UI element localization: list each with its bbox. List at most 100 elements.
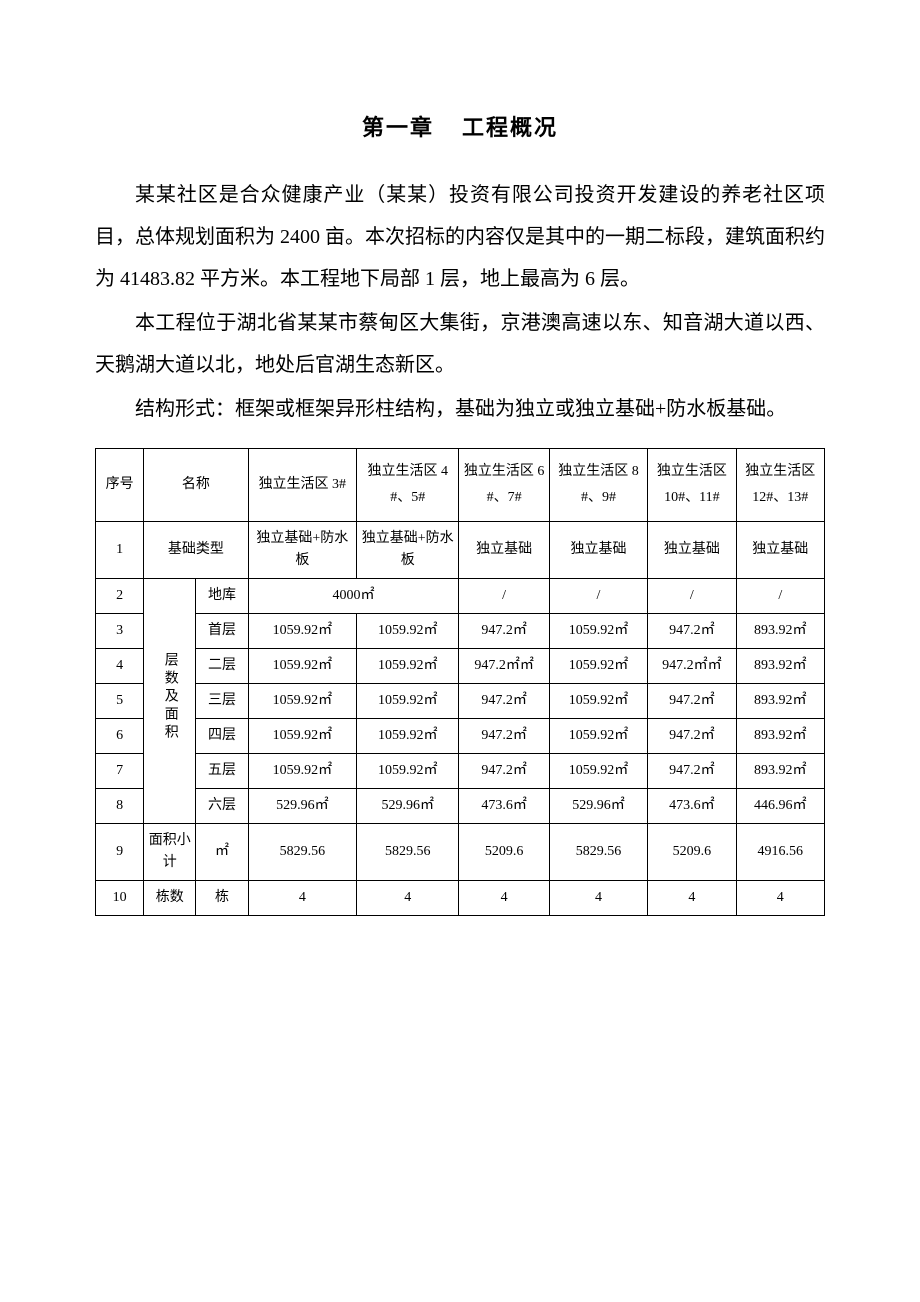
- cell: 1059.92㎡: [549, 684, 647, 719]
- th-z12: 独立生活区 12#、13#: [736, 449, 824, 522]
- th-name: 名称: [144, 449, 248, 522]
- cell-seq: 2: [96, 579, 144, 614]
- cell: 893.92㎡: [736, 614, 824, 649]
- th-z8: 独立生活区 8#、9#: [549, 449, 647, 522]
- cell-unit: 栋: [196, 881, 248, 916]
- cell: 893.92㎡: [736, 684, 824, 719]
- cell: 4: [459, 881, 549, 916]
- cell: 4000㎡: [248, 579, 459, 614]
- table-row: 10 栋数 栋 4 4 4 4 4 4: [96, 881, 825, 916]
- cell: 529.96㎡: [549, 789, 647, 824]
- cell: 5829.56: [357, 824, 459, 881]
- cell: 529.96㎡: [248, 789, 356, 824]
- cell-sub: 五层: [196, 754, 248, 789]
- cell: 947.2㎡: [459, 684, 549, 719]
- cell: /: [549, 579, 647, 614]
- paragraph-3: 结构形式：框架或框架异形柱结构，基础为独立或独立基础+防水板基础。: [95, 388, 825, 430]
- th-z4: 独立生活区 4#、5#: [357, 449, 459, 522]
- cell: 947.2㎡: [459, 719, 549, 754]
- th-seq: 序号: [96, 449, 144, 522]
- cell-seq: 5: [96, 684, 144, 719]
- cell-sub: 三层: [196, 684, 248, 719]
- cell: 1059.92㎡: [248, 684, 356, 719]
- cell: 5829.56: [549, 824, 647, 881]
- cell-seq: 6: [96, 719, 144, 754]
- cell: 947.2㎡: [459, 614, 549, 649]
- cell-sub: 首层: [196, 614, 248, 649]
- cell: 947.2㎡: [648, 754, 736, 789]
- cell: 1059.92㎡: [549, 719, 647, 754]
- cell: 1059.92㎡: [357, 649, 459, 684]
- cell: 947.2㎡: [648, 719, 736, 754]
- cell-seq: 9: [96, 824, 144, 881]
- cell-name: 基础类型: [144, 522, 248, 579]
- cell: 1059.92㎡: [549, 614, 647, 649]
- cell: 1059.92㎡: [248, 719, 356, 754]
- cell-seq: 7: [96, 754, 144, 789]
- cell: 4: [736, 881, 824, 916]
- cell: 4: [549, 881, 647, 916]
- cell-sub: 二层: [196, 649, 248, 684]
- cell-area-label: 层数及面积: [144, 579, 196, 824]
- cell: 独立基础: [736, 522, 824, 579]
- cell-seq: 8: [96, 789, 144, 824]
- cell: 5209.6: [648, 824, 736, 881]
- table-row: 8 六层 529.96㎡ 529.96㎡ 473.6㎡ 529.96㎡ 473.…: [96, 789, 825, 824]
- cell: 1059.92㎡: [357, 684, 459, 719]
- cell: 5209.6: [459, 824, 549, 881]
- cell-seq: 4: [96, 649, 144, 684]
- cell: 4: [648, 881, 736, 916]
- cell: 947.2㎡: [648, 614, 736, 649]
- cell: 446.96㎡: [736, 789, 824, 824]
- cell: 893.92㎡: [736, 649, 824, 684]
- cell-sub: 六层: [196, 789, 248, 824]
- cell-seq: 3: [96, 614, 144, 649]
- table-header-row: 序号 名称 独立生活区 3# 独立生活区 4#、5# 独立生活区 6#、7# 独…: [96, 449, 825, 522]
- cell-sub: 四层: [196, 719, 248, 754]
- cell-name: 面积小计: [144, 824, 196, 881]
- cell: 独立基础: [648, 522, 736, 579]
- cell: 947.2㎡㎡: [459, 649, 549, 684]
- cell-name: 栋数: [144, 881, 196, 916]
- table-row: 6 四层 1059.92㎡ 1059.92㎡ 947.2㎡ 1059.92㎡ 9…: [96, 719, 825, 754]
- table-row: 2 层数及面积 地库 4000㎡ / / / /: [96, 579, 825, 614]
- cell: 5829.56: [248, 824, 356, 881]
- cell: 529.96㎡: [357, 789, 459, 824]
- cell: 4: [248, 881, 356, 916]
- chapter-number: 第一章: [362, 115, 434, 140]
- cell-sub: 地库: [196, 579, 248, 614]
- paragraph-2: 本工程位于湖北省某某市蔡甸区大集街，京港澳高速以东、知音湖大道以西、天鹅湖大道以…: [95, 302, 825, 386]
- cell: 1059.92㎡: [549, 649, 647, 684]
- table-row: 4 二层 1059.92㎡ 1059.92㎡ 947.2㎡㎡ 1059.92㎡ …: [96, 649, 825, 684]
- table-row: 3 首层 1059.92㎡ 1059.92㎡ 947.2㎡ 1059.92㎡ 9…: [96, 614, 825, 649]
- cell: 1059.92㎡: [248, 614, 356, 649]
- cell: 1059.92㎡: [357, 719, 459, 754]
- cell: 独立基础: [549, 522, 647, 579]
- cell: 947.2㎡: [459, 754, 549, 789]
- cell-unit: ㎡: [196, 824, 248, 881]
- cell-seq: 10: [96, 881, 144, 916]
- th-z3: 独立生活区 3#: [248, 449, 356, 522]
- cell: 893.92㎡: [736, 754, 824, 789]
- th-z6: 独立生活区 6#、7#: [459, 449, 549, 522]
- chapter-title: 第一章 工程概况: [95, 110, 825, 142]
- cell: 独立基础: [459, 522, 549, 579]
- chapter-name: 工程概况: [462, 115, 558, 140]
- cell: /: [736, 579, 824, 614]
- table-row: 5 三层 1059.92㎡ 1059.92㎡ 947.2㎡ 1059.92㎡ 9…: [96, 684, 825, 719]
- cell: 893.92㎡: [736, 719, 824, 754]
- table-row: 7 五层 1059.92㎡ 1059.92㎡ 947.2㎡ 1059.92㎡ 9…: [96, 754, 825, 789]
- table-row: 1 基础类型 独立基础+防水板 独立基础+防水板 独立基础 独立基础 独立基础 …: [96, 522, 825, 579]
- cell: 独立基础+防水板: [248, 522, 356, 579]
- project-table: 序号 名称 独立生活区 3# 独立生活区 4#、5# 独立生活区 6#、7# 独…: [95, 448, 825, 916]
- cell: 1059.92㎡: [248, 754, 356, 789]
- cell: /: [648, 579, 736, 614]
- cell: 947.2㎡: [648, 684, 736, 719]
- cell: 1059.92㎡: [248, 649, 356, 684]
- cell: 4916.56: [736, 824, 824, 881]
- cell: 473.6㎡: [459, 789, 549, 824]
- paragraph-1: 某某社区是合众健康产业（某某）投资有限公司投资开发建设的养老社区项目，总体规划面…: [95, 174, 825, 300]
- th-z10: 独立生活区 10#、11#: [648, 449, 736, 522]
- cell: 1059.92㎡: [549, 754, 647, 789]
- cell-seq: 1: [96, 522, 144, 579]
